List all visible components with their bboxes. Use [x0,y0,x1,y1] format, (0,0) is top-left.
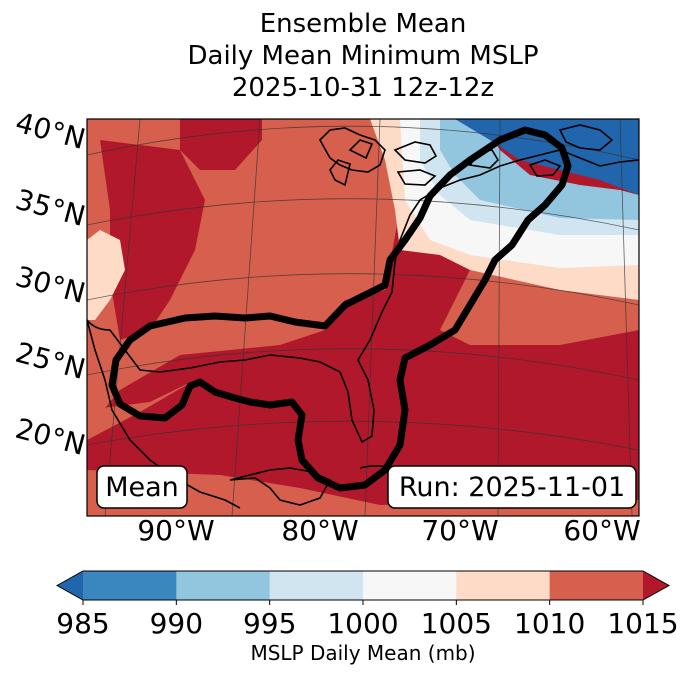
lat-label-30n: 30°N [12,260,89,310]
mean-box: Mean [96,465,188,509]
lat-label-25n: 25°N [12,336,89,386]
graticule [87,119,639,516]
run-box-label: Run: 2025-11-01 [399,472,625,503]
colorbar-extend-under [57,571,83,600]
field-1010-1015-north [180,119,262,170]
colorbar-tick-label-1000: 1000 [327,607,398,640]
colorbar-segment-995 [269,571,364,600]
colorbar-tick-label-1015: 1015 [607,607,678,640]
colorbar-tick-label-1010: 1010 [514,607,585,640]
coastlines [87,124,639,509]
field-1010-1015-west [100,140,205,340]
chart-title-line-1: Ensemble Mean [260,9,467,39]
lon-label-70w: 70°W [421,514,498,547]
colorbar-label: MSLP Daily Mean (mb) [250,641,475,665]
colorbar-tick-label-995: 995 [243,607,296,640]
mean-box-label: Mean [105,472,179,503]
field-1005-1010-atlantic [440,270,639,345]
field-1005-1010-gulf [87,380,195,440]
field-1000-1005-west [87,230,125,320]
colorbar-segment-1010 [549,571,644,600]
colorbar-tick-label-985: 985 [56,607,109,640]
colorbar-segment-985 [83,571,177,600]
colorbar-extend-over [643,571,669,600]
colorbar-segment-990 [176,571,271,600]
lat-label-40n: 40°N [12,106,89,156]
lon-label-80w: 80°W [281,514,358,547]
lat-label-35n: 35°N [12,183,89,233]
ensemble-contour [108,126,572,492]
run-box: Run: 2025-11-01 [387,465,637,509]
map-frame [86,118,640,517]
chart-title-line-3: 2025-10-31 12z-12z [232,73,494,103]
colorbar-tick-label-990: 990 [150,607,203,640]
colorbar-tick-label-1005: 1005 [421,607,492,640]
colorbar-segment-1000 [363,571,457,600]
map-panel [87,119,639,516]
colorbar [55,570,671,601]
lon-label-60w: 60°W [563,514,640,547]
colorbar-ticks: 985 990 995 1000 1005 1010 1015 [56,600,679,640]
chart-title-line-2: Daily Mean Minimum MSLP [187,41,538,71]
colorbar-segment-1005 [456,571,551,600]
lon-label-90w: 90°W [137,514,214,547]
lat-label-20n: 20°N [12,412,89,462]
